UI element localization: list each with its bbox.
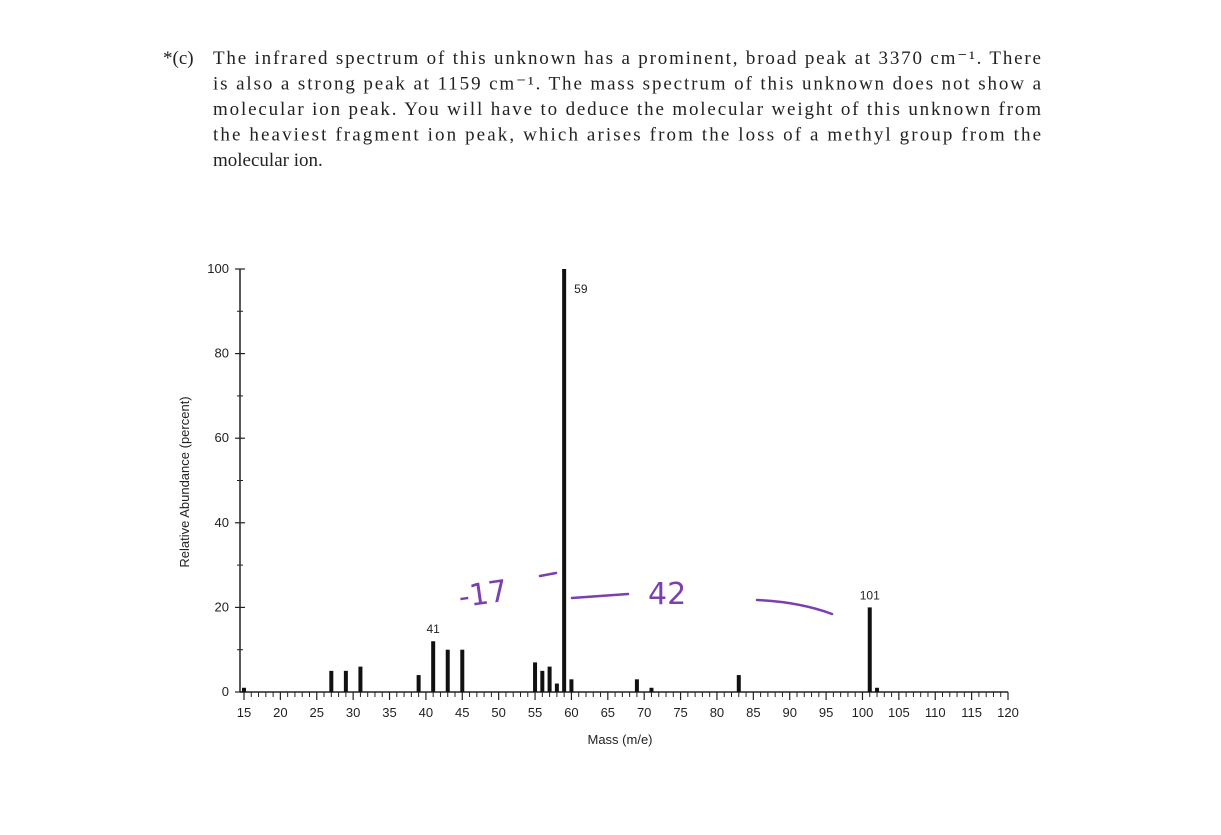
hand-dash: [538, 571, 558, 578]
y-tick-label: 60: [215, 430, 229, 445]
peak: [649, 687, 654, 692]
x-tick-label: 50: [491, 705, 505, 720]
peak: [358, 666, 363, 692]
peak: [445, 649, 450, 692]
peak: [329, 670, 334, 692]
problem-line: molecular ion.: [213, 150, 323, 171]
peak: [460, 649, 465, 692]
x-tick-label: 100: [852, 705, 874, 720]
x-tick-label: 80: [710, 705, 724, 720]
peak: [242, 687, 246, 692]
x-tick-label: 20: [273, 705, 287, 720]
problem-line: molecular ion peak. You will have to ded…: [213, 99, 1041, 120]
peak: [540, 670, 545, 692]
x-axis-label: Mass (m/e): [588, 732, 653, 747]
peak: [343, 670, 348, 692]
peak: [431, 641, 436, 692]
peak: [554, 683, 559, 692]
peak: [547, 666, 552, 692]
x-tick-label: 60: [564, 705, 578, 720]
x-tick-label: 105: [888, 705, 910, 720]
problem-line: The infrared spectrum of this unknown ha…: [213, 48, 1041, 69]
peak: [867, 607, 872, 692]
y-tick-label: 0: [222, 684, 229, 699]
peak-label: 101: [860, 588, 880, 602]
x-tick-label: 95: [819, 705, 833, 720]
peak: [569, 679, 574, 692]
y-tick-label: 40: [215, 515, 229, 530]
x-tick-label: 35: [382, 705, 396, 720]
x-tick-label: 55: [528, 705, 542, 720]
peak: [634, 679, 639, 692]
y-tick-label: 20: [215, 599, 229, 614]
x-tick-label: 115: [961, 705, 982, 720]
x-tick-label: 75: [673, 705, 687, 720]
hand-dash: [570, 592, 630, 600]
x-tick-label: 110: [925, 705, 946, 720]
peak-label: 41: [427, 622, 441, 636]
problem-label: *(c): [163, 48, 194, 69]
peak: [416, 675, 421, 692]
problem-line: the heaviest fragment ion peak, which ar…: [213, 125, 1041, 146]
y-tick-label: 80: [215, 346, 229, 361]
x-tick-label: 45: [455, 705, 469, 720]
peak-label: 59: [574, 282, 588, 296]
x-tick-label: 85: [746, 705, 760, 720]
handwriting: 42: [648, 577, 686, 612]
y-axis-label: Relative Abundance (percent): [177, 396, 192, 567]
x-tick-label: 30: [346, 705, 360, 720]
x-tick-label: 25: [310, 705, 324, 720]
peak: [875, 687, 880, 692]
x-tick-label: 65: [601, 705, 615, 720]
y-tick-label: 100: [207, 261, 229, 276]
x-tick-label: 120: [997, 705, 1019, 720]
problem-line: is also a strong peak at 1159 cm⁻¹. The …: [213, 74, 1042, 95]
peak: [736, 675, 741, 692]
x-tick-label: 90: [782, 705, 796, 720]
peak: [533, 662, 538, 692]
peak: [562, 269, 567, 692]
handwriting: -17: [456, 574, 509, 615]
x-tick-label: 40: [419, 705, 433, 720]
hand-dash: [755, 598, 834, 616]
x-tick-label: 15: [237, 705, 251, 720]
handwritten-strokes: [538, 571, 834, 616]
x-tick-label: 70: [637, 705, 651, 720]
